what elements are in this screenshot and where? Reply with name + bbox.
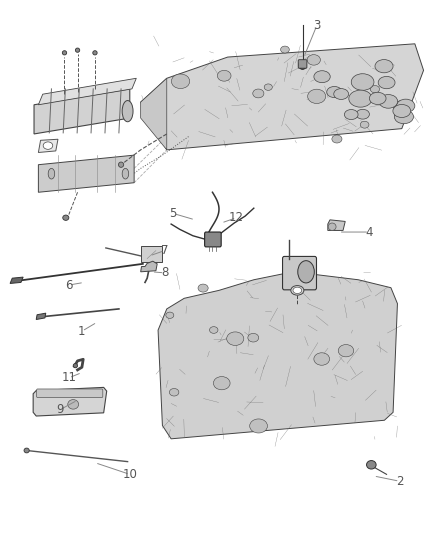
Ellipse shape — [328, 223, 336, 230]
Ellipse shape — [314, 71, 330, 83]
Text: 1: 1 — [78, 325, 86, 338]
Ellipse shape — [307, 55, 321, 65]
Ellipse shape — [227, 332, 244, 345]
Polygon shape — [39, 139, 58, 152]
Ellipse shape — [24, 448, 29, 453]
Ellipse shape — [375, 60, 393, 73]
Ellipse shape — [170, 389, 179, 396]
Ellipse shape — [73, 364, 78, 368]
FancyBboxPatch shape — [37, 389, 103, 398]
Polygon shape — [141, 261, 157, 272]
Ellipse shape — [298, 261, 314, 283]
Ellipse shape — [371, 85, 380, 93]
Ellipse shape — [68, 400, 79, 409]
Polygon shape — [39, 78, 136, 105]
Ellipse shape — [299, 61, 307, 69]
Ellipse shape — [393, 104, 411, 117]
Polygon shape — [141, 78, 167, 150]
Ellipse shape — [166, 312, 174, 318]
Ellipse shape — [344, 109, 358, 119]
Ellipse shape — [338, 344, 354, 357]
Ellipse shape — [213, 376, 230, 390]
Text: 10: 10 — [122, 468, 137, 481]
Ellipse shape — [248, 334, 259, 342]
Ellipse shape — [332, 135, 342, 143]
Text: 5: 5 — [170, 207, 177, 220]
Ellipse shape — [122, 101, 133, 122]
Polygon shape — [328, 220, 345, 230]
Ellipse shape — [351, 74, 374, 90]
Text: 12: 12 — [229, 211, 244, 224]
Text: 4: 4 — [365, 225, 373, 239]
Text: 6: 6 — [65, 279, 73, 292]
FancyBboxPatch shape — [298, 60, 307, 68]
Ellipse shape — [75, 48, 80, 52]
Ellipse shape — [394, 101, 410, 113]
Text: 8: 8 — [161, 266, 168, 279]
Ellipse shape — [62, 51, 67, 55]
Ellipse shape — [209, 327, 218, 333]
Ellipse shape — [314, 353, 329, 365]
Ellipse shape — [327, 86, 342, 98]
Ellipse shape — [43, 142, 53, 149]
Polygon shape — [34, 89, 130, 134]
Text: 7: 7 — [161, 244, 168, 257]
Polygon shape — [141, 44, 424, 150]
Ellipse shape — [171, 74, 190, 88]
Ellipse shape — [378, 76, 395, 88]
Ellipse shape — [122, 168, 129, 179]
Ellipse shape — [291, 286, 304, 295]
Ellipse shape — [367, 461, 376, 469]
FancyBboxPatch shape — [141, 246, 162, 262]
Ellipse shape — [250, 419, 268, 433]
Ellipse shape — [356, 109, 369, 119]
Polygon shape — [39, 155, 134, 192]
FancyBboxPatch shape — [205, 232, 221, 247]
Ellipse shape — [118, 162, 124, 167]
Text: 11: 11 — [61, 372, 76, 384]
Ellipse shape — [217, 70, 231, 81]
Ellipse shape — [396, 99, 415, 112]
Polygon shape — [36, 313, 46, 319]
Ellipse shape — [63, 215, 69, 220]
Ellipse shape — [264, 84, 272, 91]
Ellipse shape — [48, 168, 55, 179]
Ellipse shape — [253, 89, 264, 98]
Ellipse shape — [307, 89, 326, 103]
Text: 3: 3 — [313, 19, 321, 32]
Ellipse shape — [360, 121, 369, 128]
Polygon shape — [158, 272, 397, 439]
Ellipse shape — [394, 110, 413, 124]
Ellipse shape — [369, 92, 386, 104]
Ellipse shape — [198, 284, 208, 292]
Text: 2: 2 — [396, 475, 403, 488]
Ellipse shape — [293, 287, 302, 294]
Ellipse shape — [334, 88, 349, 100]
Text: 9: 9 — [57, 403, 64, 416]
Polygon shape — [33, 387, 107, 416]
Polygon shape — [10, 277, 23, 284]
Ellipse shape — [281, 46, 290, 53]
Ellipse shape — [349, 90, 372, 107]
FancyBboxPatch shape — [283, 256, 317, 290]
Ellipse shape — [93, 51, 97, 55]
Ellipse shape — [379, 94, 398, 108]
